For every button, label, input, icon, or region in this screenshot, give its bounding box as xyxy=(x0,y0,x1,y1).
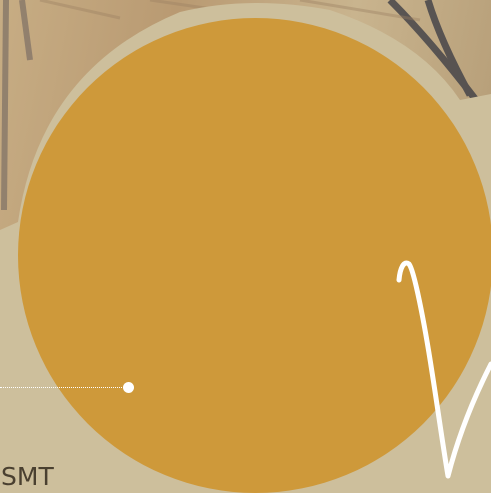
pointer-line xyxy=(0,387,124,388)
pointer-dot-icon xyxy=(123,382,134,393)
corner-label: SMT xyxy=(1,462,54,491)
gold-circle xyxy=(18,18,491,493)
